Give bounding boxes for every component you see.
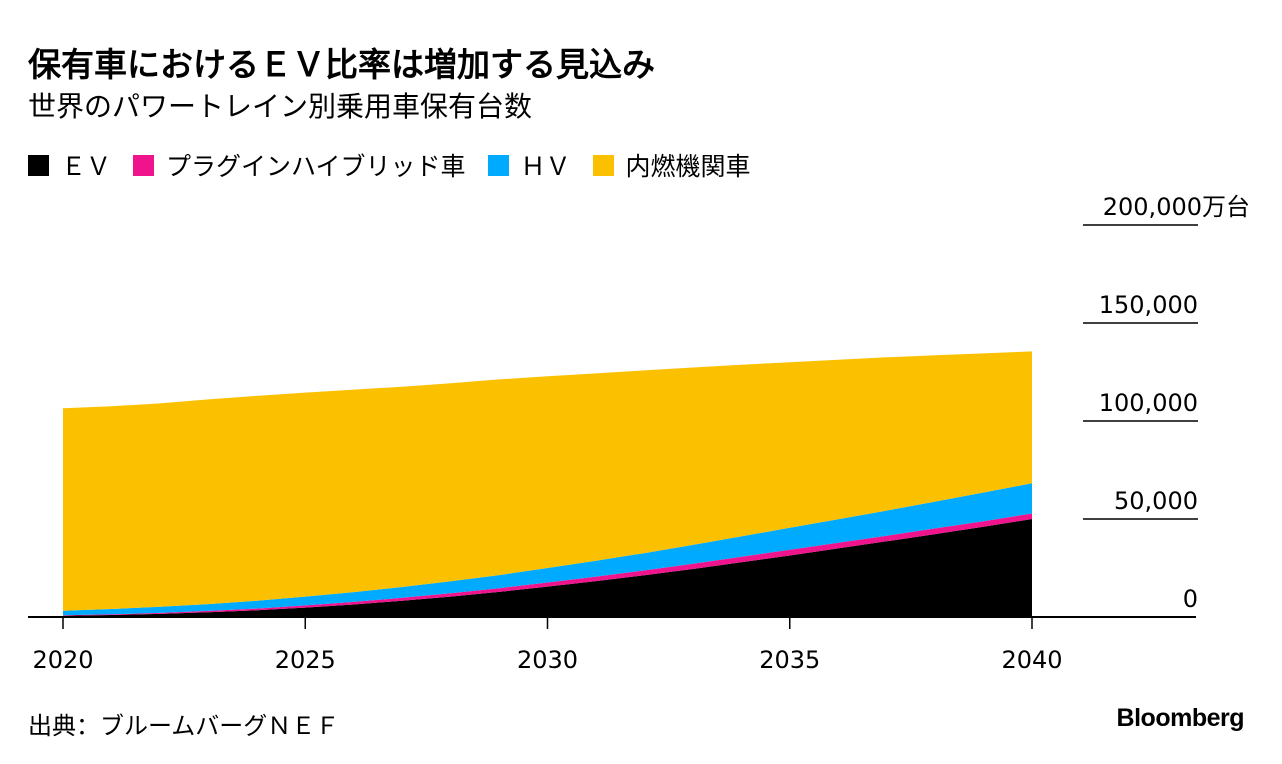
area-ev <box>63 519 1032 617</box>
legend-item-ice: 内燃機関車 <box>592 147 751 183</box>
legend-label-phev: プラグインハイブリッド車 <box>166 152 466 181</box>
x-tick-label: 2030 <box>517 646 578 674</box>
area-ice <box>63 351 1032 611</box>
legend-item-phev: プラグインハイブリッド車 <box>133 147 466 183</box>
legend-item-ev: ＥＶ <box>28 147 111 183</box>
legend-label-hv: ＨＶ <box>520 152 571 181</box>
legend: ＥＶ プラグインハイブリッド車 ＨＶ 内燃機関車 <box>28 147 773 183</box>
chart-title: 保有車におけるＥＶ比率は増加する見込み <box>28 45 655 84</box>
y-tick-label: 50,000 <box>1114 487 1198 515</box>
y-tick-label: 100,000 <box>1099 389 1198 417</box>
chart-subtitle: 世界のパワートレイン別乗用車保有台数 <box>28 90 533 123</box>
y-tick-label: 0 <box>1183 585 1198 613</box>
x-tick-label: 2035 <box>759 646 820 674</box>
legend-swatch-ev <box>28 154 49 176</box>
legend-label-ev: ＥＶ <box>61 152 112 181</box>
legend-swatch-hv <box>487 154 509 176</box>
legend-label-ice: 内燃機関車 <box>625 152 751 181</box>
y-tick-label: 150,000 <box>1099 291 1198 319</box>
legend-swatch-phev <box>133 154 155 176</box>
bloomberg-logo: Bloomberg <box>1116 704 1245 732</box>
legend-swatch-ice <box>592 154 614 176</box>
x-tick-label: 2040 <box>1001 646 1062 674</box>
legend-item-hv: ＨＶ <box>487 147 571 183</box>
source-note: 出典：ブルームバーグＮＥＦ <box>28 712 340 740</box>
y-tick-label: 200,000万台 <box>1103 193 1250 221</box>
x-tick-label: 2020 <box>32 646 93 674</box>
x-tick-label: 2025 <box>275 646 336 674</box>
